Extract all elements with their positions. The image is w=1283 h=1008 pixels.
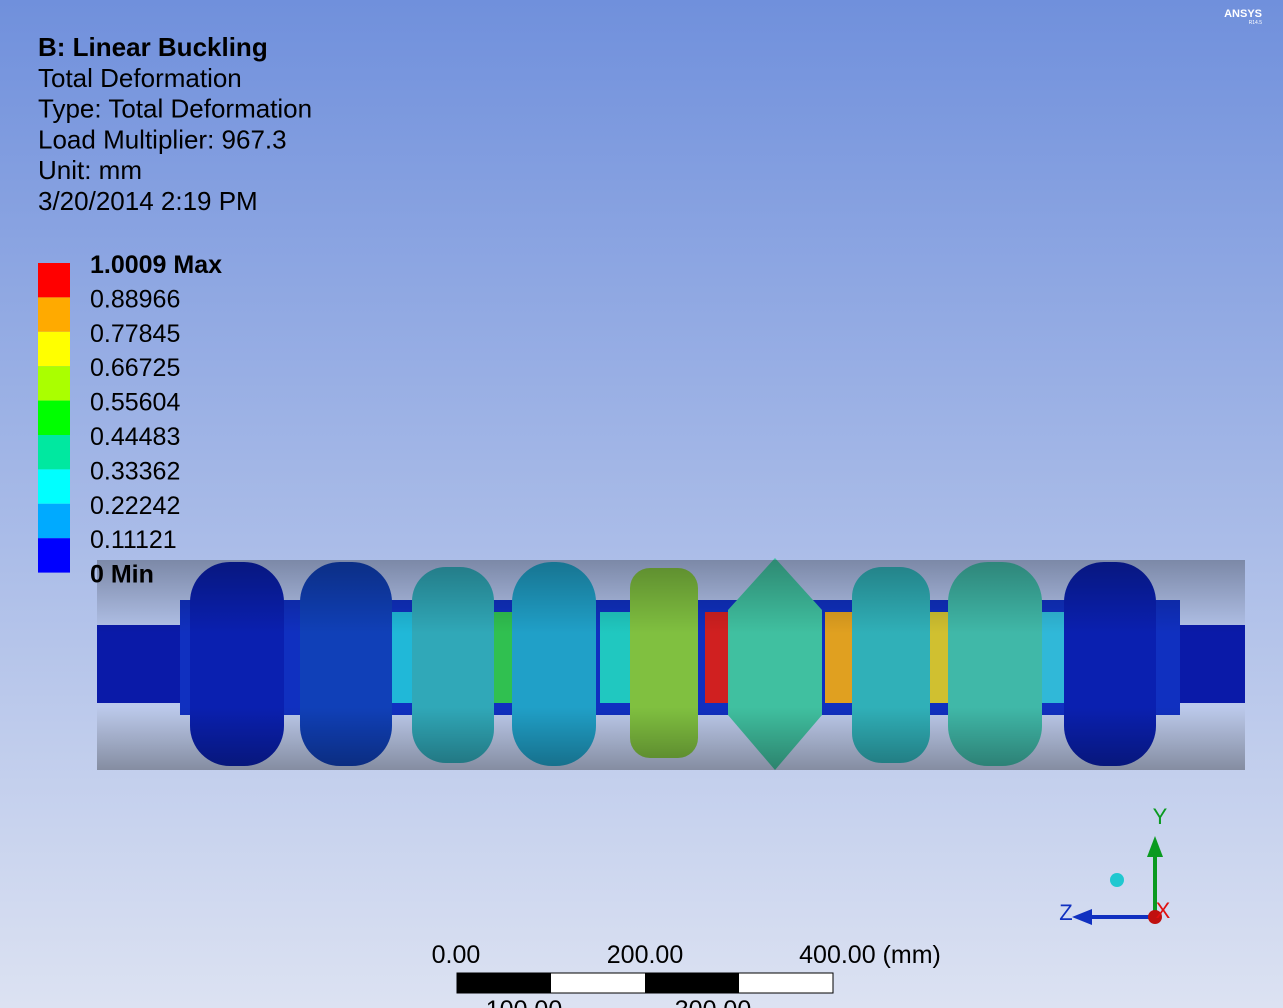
legend-label: 0.11121 [90,526,177,554]
scale-bar [457,973,833,993]
legend-label: 0.22242 [90,492,180,520]
legend-swatch [38,332,70,366]
scale-label: 0.00 [432,941,481,969]
legend-swatch [38,366,70,400]
legend-swatch [38,469,70,503]
legend-swatch [38,297,70,331]
model [97,558,1245,770]
header-line: Total Deformation [38,63,242,93]
legend-label: 0.66725 [90,354,180,382]
header-line: Type: Total Deformation [38,94,312,124]
legend-label: 0.44483 [90,423,180,451]
header-line: 3/20/2014 2:19 PM [38,186,258,216]
axis-label-z: Z [1059,900,1072,925]
legend-label: 0.88966 [90,285,180,313]
legend-label: 0.55604 [90,389,180,417]
legend-label: 0.33362 [90,457,180,485]
legend-swatch [38,401,70,435]
scale-label: 100.00 [486,996,562,1008]
header-line: Unit: mm [38,155,142,185]
viewport: B: Linear BucklingTotal DeformationType:… [0,0,1283,1008]
logo-version: R14.5 [1249,20,1263,26]
legend-label: 1.0009 Max [90,251,222,279]
header-title: B: Linear Buckling [38,32,268,62]
legend-swatch [38,538,70,572]
legend-swatch [38,504,70,538]
legend-swatch [38,263,70,297]
scale-label: 300.00 [675,996,751,1008]
axis-label-x: X [1156,898,1171,923]
axis-label-y: Y [1153,804,1168,829]
legend-label: 0 Min [90,561,154,589]
logo: ANSYS [1224,8,1262,20]
scale-label: 400.00 (mm) [799,941,941,969]
scale-label: 200.00 [607,941,683,969]
header-line: Load Multiplier: 967.3 [38,124,287,154]
legend-swatch [38,435,70,469]
legend-label: 0.77845 [90,320,180,348]
